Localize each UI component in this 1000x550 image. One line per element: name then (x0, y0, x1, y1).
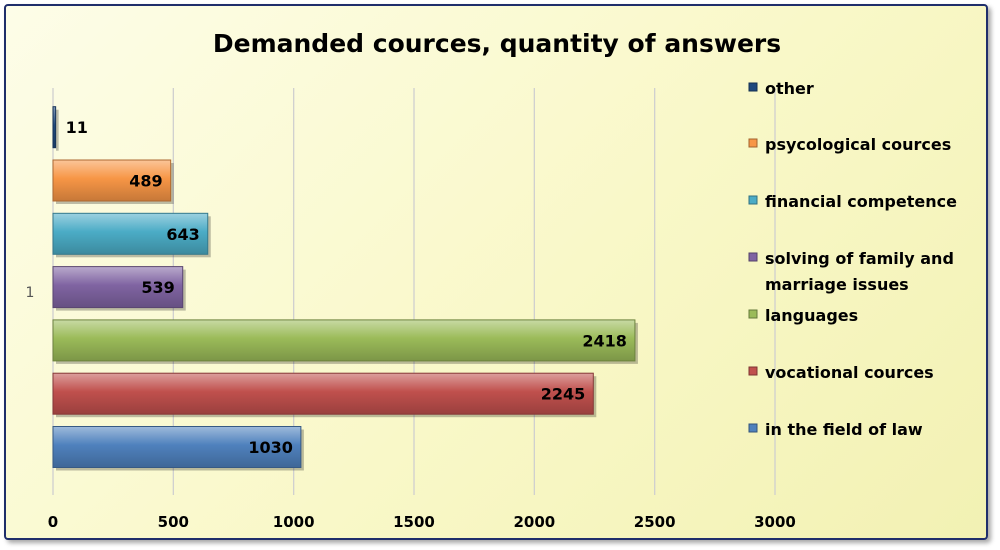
data-label: 2245 (541, 385, 586, 404)
legend-label: psycological cources (765, 135, 951, 154)
legend-label: solving of family and marriage issues (765, 249, 954, 294)
legend-swatch (748, 82, 758, 92)
chart-title: Demanded cources, quantity of answers (213, 29, 781, 58)
legend-swatch (748, 423, 758, 433)
data-label: 1030 (248, 438, 293, 457)
data-label: 539 (141, 278, 174, 297)
legend-swatch (748, 309, 758, 319)
legend-label: other (765, 79, 814, 98)
bar-4 (52, 212, 209, 255)
category-label: 1 (26, 285, 35, 301)
bar-1 (52, 372, 594, 415)
legend-label: vocational cources (765, 363, 934, 382)
bar-shadow (56, 109, 59, 151)
data-label: 2418 (582, 331, 627, 350)
legend-label: in the field of law (765, 420, 923, 439)
legend-label: languages (765, 306, 858, 325)
x-tick-label: 2500 (634, 513, 676, 531)
x-axis-ticks: 0 500 1000 1500 2000 2500 3000 (48, 513, 796, 531)
legend-swatch (748, 195, 758, 205)
bar-6 (52, 106, 57, 149)
x-tick-label: 3000 (754, 513, 796, 531)
x-tick-label: 0 (48, 513, 58, 531)
bar-0 (52, 426, 302, 468)
legend-swatch (748, 366, 758, 376)
data-label: 11 (66, 118, 88, 137)
data-label: 489 (129, 172, 162, 191)
bar-2 (52, 319, 636, 362)
bar-3 (52, 266, 184, 309)
bars: 1030 2245 2418 539 643 489 11 (52, 106, 638, 471)
x-tick-label: 2000 (513, 513, 555, 531)
x-tick-label: 1000 (273, 513, 315, 531)
legend-label: financial competence (765, 192, 957, 211)
bar-5 (52, 159, 172, 202)
legend-swatch (748, 138, 758, 148)
x-tick-label: 1500 (393, 513, 435, 531)
data-label: 643 (166, 225, 199, 244)
x-tick-label: 500 (158, 513, 189, 531)
legend-swatch (748, 252, 758, 262)
legend: other psycological cources financial compe… (748, 79, 957, 439)
